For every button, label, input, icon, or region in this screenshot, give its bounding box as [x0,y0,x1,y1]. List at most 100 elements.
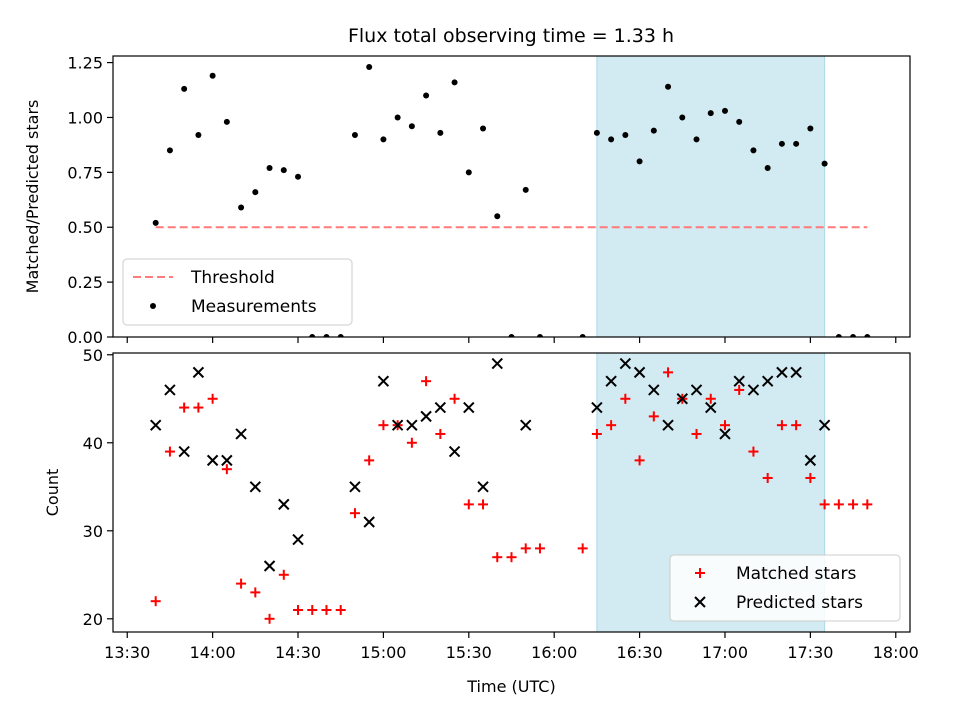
data-point [807,125,814,132]
data-point [280,167,287,174]
data-point [181,85,188,92]
matched-point [606,420,617,431]
matched-point [264,613,275,624]
x-axis-label: Time (UTC) [466,677,555,696]
legend-measurements-label: Measurements [191,297,317,317]
predicted-point [648,384,660,396]
data-point [223,118,230,125]
y-tick-label: 40 [83,434,103,453]
matched-point [648,411,659,422]
ratio-axes-frame [112,55,911,338]
matched-point [293,604,304,615]
legend-predicted-label: Predicted stars [736,593,863,613]
predicted-point [662,419,674,431]
data-point [480,125,487,132]
data-point [152,219,159,226]
predicted-point [377,375,390,387]
x-tick-label: 14:30 [275,643,321,662]
matched-point [719,420,730,431]
data-point [821,160,828,167]
matched-point [492,552,503,563]
matched-point [278,569,289,580]
matched-point [776,420,787,431]
predicted-point [818,419,831,431]
predicted-point [192,366,205,379]
matched-point [848,499,859,510]
ratio-plot: 0.00 0.25 0.50 0.75 1.00 1.25 Matched/Predicte… [23,54,911,347]
data-point [266,164,273,171]
matched-point [364,455,375,466]
matched-point [862,499,873,510]
ratio-legend: Threshold Measurements [122,258,353,326]
data-point [323,334,330,337]
data-point [351,132,358,139]
data-point [579,334,586,337]
data-point [693,136,700,143]
predicted-point [676,393,688,405]
matched-point [534,543,545,554]
legend-matched-swatch [695,568,705,578]
data-point [764,164,771,171]
matched-point [591,428,602,439]
data-point [408,123,415,130]
data-point [309,334,316,337]
matched-point [620,393,631,404]
predicted-point [463,401,475,414]
figure-title: Flux total observing time = 1.33 h [348,25,674,47]
matched-point [150,596,161,607]
data-point [793,140,800,147]
count-y-axis-label: Count [43,469,62,517]
data-point [508,334,515,337]
matched-point [762,472,773,483]
predicted-point [278,498,290,511]
legend-measurements-swatch [150,303,156,309]
matched-point [378,420,389,431]
matched-point [207,393,218,404]
matched-point [805,472,816,483]
predicted-point [448,445,461,458]
legend-threshold-label: Threshold [190,268,275,288]
predicted-point [719,428,731,440]
matched-point [307,604,318,615]
predicted-point [206,454,219,467]
data-point [736,118,743,125]
y-tick-label: 0.00 [67,328,103,347]
legend-predicted-swatch [694,596,706,608]
legend-box [122,258,353,326]
y-tick-label: 0.25 [67,273,103,292]
predicted-point [149,419,162,431]
matched-point [463,499,474,510]
predicted-point [391,419,404,431]
matched-point [164,446,175,457]
x-tick-label: 17:00 [702,643,748,662]
x-tick-label: 15:00 [360,643,406,662]
matched-point [506,552,517,563]
data-point [679,114,686,121]
data-point [295,173,302,180]
x-tick-label: 14:00 [190,643,236,662]
data-point [423,92,430,99]
matched-point [634,455,645,466]
y-tick-label: 20 [83,610,103,629]
data-point [835,334,842,337]
predicted-point [776,366,788,379]
predicted-point [221,454,233,467]
matched-point [520,543,531,554]
matched-point [435,428,446,439]
y-tick-label: 1.00 [67,108,103,127]
data-point [394,114,401,121]
data-point [451,79,458,86]
data-point [850,334,857,337]
matched-point [449,393,460,404]
predicted-point [406,419,418,431]
matched-point [193,402,204,413]
predicted-point [363,516,375,528]
predicted-point [605,375,617,387]
x-tick-label: 15:30 [446,643,492,662]
predicted-point [249,481,262,493]
matched-point [236,578,247,589]
matched-point [406,437,417,448]
data-point [238,204,245,211]
y-tick-label: 50 [83,346,103,365]
